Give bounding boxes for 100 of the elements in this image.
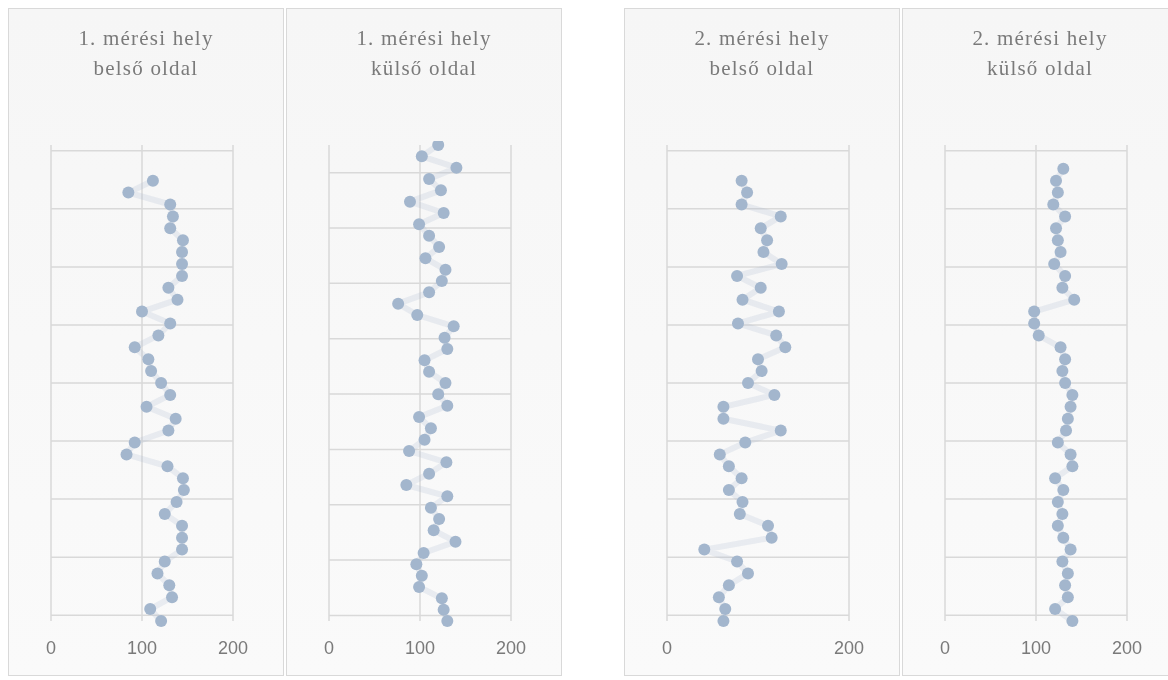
point — [439, 263, 452, 276]
point — [166, 210, 179, 223]
point — [712, 591, 725, 604]
point — [136, 305, 148, 318]
x-tick-label: 100 — [126, 637, 158, 658]
point — [155, 377, 168, 389]
x-tick-label: 0 — [661, 637, 673, 658]
point — [1051, 496, 1064, 508]
point — [1068, 293, 1081, 306]
point — [736, 496, 749, 508]
point — [171, 293, 184, 306]
point — [435, 592, 448, 605]
point — [1066, 615, 1079, 627]
chart-title: 1. mérési hely belső oldal — [77, 25, 215, 82]
point — [774, 210, 787, 223]
point — [434, 184, 447, 197]
point — [735, 198, 748, 211]
point — [1056, 365, 1069, 378]
point — [176, 234, 189, 247]
point — [1057, 484, 1070, 497]
point — [439, 377, 452, 389]
point — [1054, 341, 1067, 354]
point — [731, 317, 744, 330]
x-tick-label: 200 — [495, 637, 527, 658]
point — [418, 433, 431, 446]
chart-title: 1. mérési hely külső oldal — [355, 25, 493, 82]
point — [713, 448, 726, 461]
point — [1051, 519, 1064, 532]
point — [1048, 258, 1061, 270]
point — [164, 222, 177, 235]
x-tick-label: 0 — [45, 637, 57, 658]
point — [413, 581, 426, 593]
point — [438, 331, 451, 344]
point — [731, 555, 744, 568]
point — [169, 412, 182, 425]
point — [717, 400, 730, 413]
point — [441, 399, 454, 412]
point — [1032, 329, 1045, 342]
point — [140, 400, 153, 413]
point — [128, 341, 141, 354]
point — [161, 460, 174, 473]
point — [761, 234, 774, 247]
point — [755, 365, 768, 378]
point — [1059, 579, 1072, 592]
x-tick-label: 0 — [939, 637, 951, 658]
point — [1061, 591, 1074, 604]
point — [1064, 400, 1077, 413]
point — [1059, 210, 1072, 223]
point — [122, 186, 135, 199]
point — [1059, 377, 1072, 389]
point — [719, 603, 732, 616]
point — [717, 412, 730, 425]
point — [441, 343, 454, 355]
point — [1056, 507, 1069, 520]
point — [400, 479, 413, 491]
point — [735, 174, 748, 187]
point — [1049, 603, 1062, 616]
point — [765, 531, 778, 544]
point — [779, 341, 792, 354]
point — [424, 422, 437, 435]
x-tick-label: 200 — [833, 637, 865, 658]
point — [435, 275, 448, 287]
point — [145, 365, 158, 378]
point — [722, 460, 735, 473]
point — [120, 448, 133, 461]
point — [403, 195, 416, 208]
point — [423, 467, 436, 480]
point — [423, 365, 436, 378]
x-tick-label: 200 — [1111, 637, 1143, 658]
point — [164, 388, 177, 401]
point — [739, 436, 752, 449]
point — [170, 496, 183, 508]
point — [163, 579, 176, 592]
point — [447, 320, 460, 333]
point — [1051, 436, 1064, 449]
point — [413, 218, 426, 231]
point — [717, 615, 730, 627]
point — [722, 484, 735, 497]
point — [772, 305, 785, 318]
point — [418, 354, 431, 367]
point — [1049, 472, 1062, 485]
point — [1056, 281, 1069, 294]
point — [770, 329, 783, 342]
point — [144, 603, 157, 616]
point — [735, 472, 748, 485]
point — [142, 353, 155, 366]
point — [1057, 162, 1070, 175]
point — [423, 229, 436, 242]
point — [164, 198, 177, 211]
point — [176, 543, 189, 556]
point — [1028, 305, 1041, 318]
point — [151, 567, 164, 580]
point — [392, 297, 405, 310]
point — [155, 615, 168, 627]
point — [741, 377, 754, 389]
point — [440, 456, 453, 469]
point — [176, 269, 189, 282]
point — [166, 591, 179, 604]
point — [176, 246, 189, 259]
point — [403, 445, 416, 457]
